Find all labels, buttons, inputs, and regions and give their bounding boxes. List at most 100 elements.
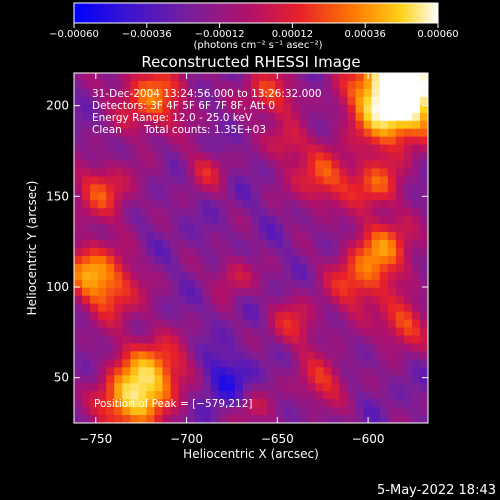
heatmap-cell [218, 271, 228, 281]
heatmap-cell [122, 160, 131, 170]
heatmap-cell [114, 192, 123, 201]
heatmap-cell [315, 224, 325, 233]
heatmap-cell [130, 399, 139, 408]
heatmap-cell [395, 295, 405, 305]
heatmap-cell [251, 224, 260, 233]
heatmap-cell [218, 319, 228, 329]
heatmap-cell [218, 232, 228, 241]
heatmap-cell [299, 192, 308, 201]
heatmap-cell [283, 216, 292, 225]
heatmap-cell [275, 240, 284, 249]
colorbar: −0.00060 −0.00036 −0.00012 0.00012 0.00036 0.… [49, 2, 459, 51]
heatmap-cell [154, 327, 164, 337]
heatmap-cell [170, 343, 180, 352]
heatmap-cell [347, 303, 357, 313]
heatmap-cell [371, 391, 381, 400]
heatmap-cell [210, 216, 220, 225]
heatmap-cell [347, 327, 357, 337]
heatmap-cell [170, 375, 180, 384]
heatmap-cell [315, 248, 325, 257]
heatmap-cell [371, 415, 381, 423]
heatmap-cell [106, 248, 115, 257]
heatmap-cell [315, 311, 325, 321]
heatmap-cell [267, 128, 276, 138]
heatmap-cell [178, 200, 188, 209]
heatmap-cell [210, 279, 220, 289]
heatmap-cell [242, 96, 252, 106]
heatmap-cell [202, 415, 212, 423]
heatmap-cell [170, 200, 180, 209]
heatmap-cell [162, 96, 172, 106]
heatmap-cell [82, 232, 91, 241]
heatmap-cell [299, 391, 308, 400]
heatmap-cell [411, 168, 421, 177]
heatmap-cell [411, 120, 421, 130]
heatmap-cell [291, 73, 300, 82]
heatmap-cell [387, 128, 397, 138]
heatmap-cell [299, 359, 308, 368]
heatmap-cell [154, 216, 164, 225]
heatmap-cell [138, 359, 148, 368]
heatmap-cell [379, 415, 389, 423]
heatmap-cell [251, 128, 260, 138]
heatmap-cell [162, 399, 172, 408]
heatmap-cell [291, 383, 300, 392]
heatmap-cell [122, 271, 131, 281]
heatmap-cell [90, 248, 99, 257]
heatmap-cell [242, 415, 252, 423]
heatmap-cell [90, 184, 99, 193]
heatmap-cell [419, 200, 428, 209]
heatmap-cell [210, 271, 220, 281]
heatmap-cell [395, 104, 405, 114]
heatmap-cell [363, 152, 373, 162]
heatmap-cell [106, 271, 115, 281]
heatmap-cell [98, 120, 107, 130]
heatmap-cell [226, 216, 236, 225]
heatmap-cell [98, 327, 107, 337]
heatmap-cell [226, 279, 236, 289]
heatmap-cell [186, 216, 196, 225]
heatmap-cell [154, 248, 164, 257]
heatmap-cell [226, 208, 236, 217]
heatmap-cell [194, 295, 204, 305]
heatmap-cell [339, 303, 349, 313]
heatmap-cell [202, 248, 212, 257]
heatmap-cell [234, 335, 244, 345]
heatmap-cell [74, 200, 83, 209]
heatmap-cell [122, 399, 131, 408]
heatmap-cell [122, 192, 131, 201]
heatmap-cell [331, 287, 341, 297]
heatmap-cell [315, 287, 325, 297]
heatmap-cell [347, 240, 357, 249]
heatmap-cell [347, 96, 357, 106]
heatmap-cell [130, 391, 139, 400]
heatmap-cell [347, 152, 357, 162]
heatmap-cell [82, 319, 91, 329]
heatmap-cell [234, 152, 244, 162]
heatmap-cell [194, 144, 204, 154]
heatmap-cell [395, 311, 405, 321]
heatmap-cell [259, 104, 268, 114]
heatmap-cell [178, 128, 188, 138]
heatmap-cell [186, 192, 196, 201]
heatmap-cell [122, 287, 131, 297]
heatmap-cell [242, 200, 252, 209]
heatmap-cell [138, 327, 148, 337]
heatmap-cell [299, 80, 308, 90]
heatmap-cell [371, 200, 381, 209]
heatmap-cell [419, 168, 428, 177]
heatmap-cell [355, 391, 365, 400]
heatmap-cell [411, 335, 421, 345]
heatmap-cell [387, 184, 397, 193]
heatmap-cell [146, 232, 156, 241]
heatmap-cell [339, 128, 349, 138]
heatmap-cell [251, 88, 260, 98]
heatmap-cell [331, 343, 341, 352]
heatmap-cell [355, 232, 365, 241]
heatmap-cell [162, 176, 172, 185]
heatmap-cell [154, 415, 164, 423]
heatmap-cell [275, 255, 284, 265]
heatmap-cell [315, 136, 325, 146]
heatmap-cell [146, 160, 156, 170]
colorbar-tick-label: 0.00060 [417, 29, 458, 40]
